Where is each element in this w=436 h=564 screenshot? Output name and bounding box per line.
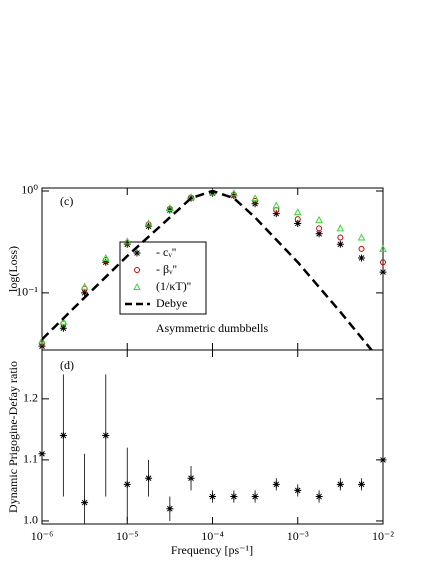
data-point (59, 431, 67, 439)
x-axis-label: Frequency [ps⁻¹] (171, 543, 253, 557)
data-point (336, 240, 344, 248)
data-point (81, 289, 89, 297)
data-point (293, 208, 302, 216)
legend-box (119, 241, 207, 315)
data-point (294, 216, 301, 223)
data-point (315, 215, 323, 223)
data-point (272, 480, 280, 488)
data-point (123, 237, 132, 245)
data-point (315, 493, 323, 501)
data-point (316, 225, 323, 232)
data-point (315, 230, 323, 238)
data-point (81, 499, 89, 507)
data-point (358, 245, 365, 252)
y-tick-label: 10⁰ (21, 183, 38, 197)
panel-label: (c) (60, 194, 73, 208)
y-tick-label: 1.0 (23, 513, 38, 527)
data-point (379, 244, 387, 252)
x-tick-label: 10⁻² (372, 529, 394, 543)
data-point (230, 493, 238, 501)
data-point (357, 233, 366, 241)
legend-symbol (133, 249, 141, 257)
x-tick-label: 10⁻⁴ (201, 529, 224, 543)
legend-label: - cᵥ'' (156, 245, 176, 259)
data-point (166, 204, 174, 212)
data-point (379, 268, 387, 276)
y-tick-label: 1.1 (23, 452, 38, 466)
data-point (187, 194, 195, 202)
x-tick-label: 10⁻⁵ (116, 529, 139, 543)
data-point (123, 480, 131, 488)
data-point (209, 493, 216, 501)
data-point (187, 474, 195, 482)
x-tick-label: 10⁻³ (287, 529, 309, 543)
legend-label: (1/κT)'' (156, 279, 191, 293)
data-point (380, 259, 386, 266)
data-point (230, 189, 238, 197)
y-axis-label: Dynamic Prigogine-Defay ratio (6, 361, 20, 513)
data-point (251, 194, 259, 202)
data-point (294, 219, 302, 227)
data-point (145, 474, 153, 482)
x-tick-label: 10⁻⁶ (31, 529, 54, 543)
data-point (144, 219, 153, 227)
data-point (272, 210, 280, 218)
legend-label: - βᵥ'' (156, 262, 177, 276)
data-point (379, 456, 387, 464)
data-point (166, 206, 174, 214)
data-point (336, 224, 345, 232)
annotation: Asymmetric dumbbells (156, 321, 269, 335)
y-tick-label: 1.2 (23, 391, 38, 405)
y-axis-label: log(Loss) (6, 246, 20, 292)
y-tick-label: 10⁻¹ (16, 285, 38, 299)
data-point (336, 480, 344, 488)
legend-label: Debye (156, 296, 187, 310)
data-point (38, 336, 46, 344)
data-point (358, 254, 366, 262)
legend-symbol (133, 282, 141, 290)
debye-line (42, 189, 374, 350)
legend-symbol (134, 267, 140, 273)
data-point (59, 317, 68, 325)
data-point (38, 450, 46, 458)
data-point (80, 282, 89, 290)
data-point (294, 486, 302, 494)
data-point (59, 324, 67, 332)
data-point (358, 480, 366, 488)
data-point (209, 189, 216, 197)
data-point (166, 505, 174, 513)
panel-label: (d) (60, 358, 74, 372)
data-point (102, 431, 110, 439)
data-point (101, 253, 110, 261)
data-point (272, 201, 281, 209)
data-point (337, 234, 344, 241)
data-point (251, 493, 259, 501)
